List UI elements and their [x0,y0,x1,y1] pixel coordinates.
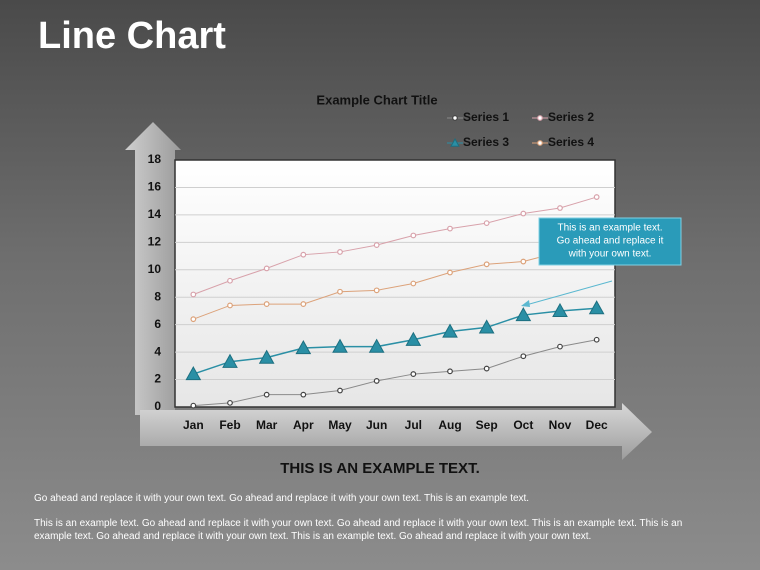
y-tick-label: 2 [154,372,161,386]
x-tick-label: Jul [405,418,422,432]
legend-marker [537,115,543,121]
data-point [190,291,197,298]
data-point [442,323,458,338]
data-point [520,353,527,360]
data-point [263,265,270,272]
data-point [368,338,385,353]
x-tick-label: Apr [293,418,314,432]
slide-title: Line Chart [38,15,226,57]
series-line [193,307,597,375]
data-point [552,302,568,318]
data-point [263,391,270,398]
callout-arrowhead [521,300,530,307]
legend-label: Series 4 [548,135,594,149]
data-point [332,338,348,353]
data-point [373,378,380,384]
data-point [190,402,197,409]
x-tick-label: Dec [586,418,608,432]
axis-arrow [125,122,181,415]
x-tick-label: Oct [513,418,533,432]
data-point [483,261,490,268]
data-point [295,339,312,355]
y-tick-label: 16 [148,180,162,194]
x-tick-label: Aug [438,418,461,432]
y-tick-label: 12 [148,235,162,249]
y-tick-label: 14 [148,207,162,221]
x-tick-label: Jun [366,418,387,432]
data-point [557,205,563,211]
data-point [447,225,453,232]
legend-marker [537,140,543,146]
callout-box [538,217,682,266]
data-point [258,349,275,364]
x-tick-label: May [328,418,352,432]
data-point [478,319,495,334]
paragraph: This is an example text. Go ahead and re… [34,518,683,542]
data-point [227,302,233,309]
data-point [337,387,343,394]
data-point [588,300,605,315]
data-point [300,251,307,258]
data-point [447,269,453,276]
chart-title: Example Chart Title [316,92,437,107]
data-point [447,368,453,375]
series-line [193,196,597,295]
callout-text: with your own text. [568,249,652,260]
data-point [593,336,600,343]
data-point [337,288,343,295]
data-point [520,210,527,217]
data-point [520,258,527,265]
axis-arrow [140,403,652,460]
paragraph: Go ahead and replace it with your own te… [34,493,530,504]
data-point [410,232,417,239]
series-line [193,241,597,320]
data-point [557,343,563,350]
data-point [222,353,238,368]
callout-text: This is an example text. [557,223,662,234]
y-tick-label: 6 [154,317,161,331]
callout-connector [525,280,613,306]
x-tick-label: Sep [476,418,498,432]
data-point [185,366,202,381]
data-point [410,371,417,377]
x-tick-label: Feb [219,418,240,432]
y-tick-label: 0 [154,399,161,413]
data-point [300,301,307,307]
y-tick-label: 8 [154,289,161,303]
legend-marker [452,115,458,121]
plot-area [174,159,616,408]
x-tick-label: Nov [549,418,572,432]
x-tick-label: Jan [183,418,204,432]
data-point [410,280,417,287]
data-point [593,194,600,200]
legend-label: Series 1 [463,110,509,124]
y-tick-label: 10 [148,262,162,276]
data-point [373,242,380,248]
data-point [263,301,270,307]
series-line [193,339,597,407]
data-point [483,365,490,372]
data-point [515,307,532,322]
data-point [190,316,197,323]
legend-label: Series 3 [463,135,509,149]
y-tick-label: 4 [154,344,161,358]
legend-marker [450,137,460,147]
data-point [227,399,233,406]
data-point [373,287,380,294]
data-point [227,277,233,284]
callout-text: Go ahead and replace it [557,236,664,247]
x-tick-label: Mar [256,418,278,432]
data-point [337,249,343,255]
data-point [405,331,422,346]
legend-label: Series 2 [548,110,594,124]
data-point [300,391,307,398]
data-point [483,220,490,227]
y-tick-label: 18 [148,152,162,166]
heading: THIS IS AN EXAMPLE TEXT. [280,460,480,477]
